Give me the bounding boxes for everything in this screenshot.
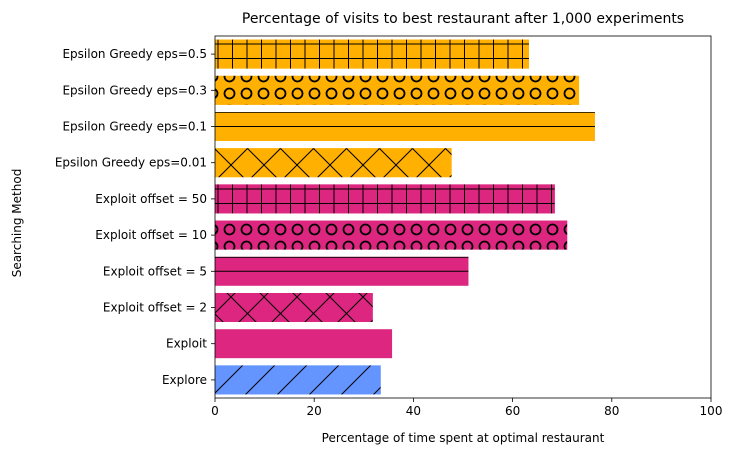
bar-exploit-offset-5	[215, 256, 469, 286]
x-tick-label: 100	[700, 404, 723, 418]
y-axis-label: Searching Method	[10, 169, 24, 278]
bar-exploit-offset-2	[215, 293, 373, 322]
y-tick-label: Exploit offset = 5	[103, 264, 207, 278]
x-tick-label: 40	[406, 404, 421, 418]
y-tick-label: Explore	[162, 373, 207, 387]
bar-exploit	[215, 329, 393, 359]
y-tick-label: Exploit	[166, 337, 207, 351]
y-tick-label: Epsilon Greedy eps=0.01	[55, 156, 207, 170]
chart-title: Percentage of visits to best restaurant …	[242, 11, 684, 27]
bar-exploit-offset-50	[215, 184, 555, 214]
plot-frame	[214, 35, 712, 399]
y-tick-label: Exploit offset = 2	[103, 301, 207, 315]
bar-exploit-offset-10	[215, 220, 568, 250]
bar-epsilon-greedy-eps-0-1	[215, 112, 595, 141]
x-axis-label: Percentage of time spent at optimal rest…	[322, 431, 605, 445]
bar-explore	[215, 365, 381, 395]
axes-layer: 0 20 40 60 80 100 Explore Exploit Exploit offset…	[55, 35, 723, 418]
y-tick-label: Epsilon Greedy eps=0.1	[62, 120, 207, 134]
x-tick-label: 0	[211, 404, 219, 418]
y-tick-label: Epsilon Greedy eps=0.3	[62, 83, 207, 97]
y-tick-label: Exploit offset = 10	[95, 228, 207, 242]
bar-epsilon-greedy-eps-0-3	[215, 75, 580, 105]
bar-epsilon-greedy-eps-0-01	[215, 148, 452, 178]
bar-epsilon-greedy-eps-0-5	[215, 39, 529, 69]
x-tick-label: 60	[505, 404, 520, 418]
bars-layer	[215, 39, 595, 395]
x-tick-label: 20	[307, 404, 322, 418]
y-tick-label: Exploit offset = 50	[95, 192, 207, 206]
y-tick-label: Epsilon Greedy eps=0.5	[62, 47, 207, 61]
x-tick-label: 80	[604, 404, 619, 418]
